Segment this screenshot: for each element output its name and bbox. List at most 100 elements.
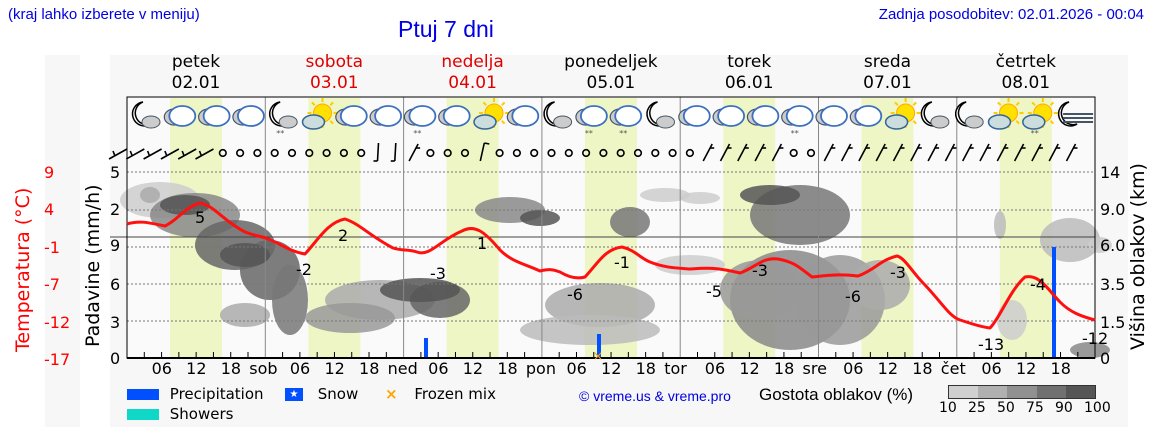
last-update: Zadnja posodobitev: 02.01.2026 - 00:04 (878, 6, 1144, 23)
sun-cloud-icon (884, 98, 921, 130)
cloud-height-tick: 1.5 (1100, 313, 1126, 332)
x-tick: 12 (186, 359, 207, 378)
copyright-link[interactable]: © vreme.us & vreme.pro (579, 388, 731, 404)
svg-text:**: ** (276, 129, 284, 138)
svg-text:-12: -12 (1082, 329, 1108, 348)
svg-text:**: ** (619, 129, 627, 138)
svg-text:-2: -2 (296, 260, 312, 279)
cloud-density-layer (120, 182, 1112, 358)
x-tick: 12 (1015, 359, 1037, 378)
x-tick: sob (249, 359, 278, 378)
temp-axis-title: Temperatura (°C) (12, 187, 34, 352)
x-tick: 12 (739, 359, 760, 378)
x-tick: 06 (981, 359, 1002, 378)
cloud-snow-icon: ** (575, 105, 608, 138)
x-tick: 06 (428, 359, 449, 378)
x-tick: 12 (877, 359, 898, 378)
cloud-density-tick: 100 (1084, 400, 1111, 416)
moon-cloud-icon (954, 101, 984, 129)
cloud-height-axis-title: Višina oblakov (km) (1127, 163, 1149, 350)
svg-text:-6: -6 (567, 285, 583, 304)
temp-tick: -7 (44, 275, 60, 294)
svg-text:5: 5 (195, 208, 205, 227)
day-date: 03.01 (309, 73, 359, 93)
day-name: sobota (305, 52, 364, 72)
x-tick: 06 (151, 359, 172, 378)
x-tick: ned (387, 359, 418, 378)
svg-text:**: ** (791, 129, 799, 138)
day-date: 08.01 (1001, 73, 1051, 93)
cloud-icon (232, 105, 265, 127)
cloud-density-tick: 25 (968, 400, 986, 416)
legend-frozen-mix: × Frozen mix (385, 385, 496, 403)
cloud-density-tick: 50 (997, 400, 1015, 416)
cloud-height-tick: 0 (1100, 349, 1111, 368)
cloud-icon (438, 105, 471, 127)
sun-cloud-icon (301, 98, 338, 130)
svg-text:2: 2 (338, 226, 348, 245)
moon-cloud-icon (543, 101, 573, 129)
day-date: 02.01 (171, 73, 221, 93)
svg-text:-3: -3 (890, 263, 906, 282)
temp-tick: -12 (44, 313, 71, 332)
x-tick: 12 (324, 359, 345, 378)
cloud-icon (815, 105, 848, 127)
cloud-icon (335, 105, 368, 127)
day-name: torek (727, 52, 772, 72)
svg-text:-5: -5 (706, 282, 722, 301)
page-title: Ptuj 7 dni (398, 16, 494, 42)
day-header: nedelja 04.01 (404, 52, 542, 94)
cloud-density-title: Gostota oblakov (%) (759, 385, 914, 404)
temp-tick: 9 (44, 163, 55, 182)
x-tick: čet (940, 359, 966, 378)
cloud-height-tick: 9.0 (1100, 200, 1126, 219)
moon-fog-icon (1057, 101, 1094, 127)
cloud-icon (198, 105, 231, 127)
precip-tick: 0 (110, 349, 121, 368)
cloud-density-tick: 10 (939, 400, 957, 416)
legend: Precipitation ★ Snow × Frozen mix Shower… (127, 385, 1127, 425)
cloud-height-tick: 14 (1100, 163, 1121, 182)
moon-cloud-icon (131, 101, 161, 129)
showers-swatch (127, 409, 159, 420)
x-tick: 18 (220, 359, 242, 378)
day-header: sobota 03.01 (265, 52, 403, 94)
day-date: 05.01 (586, 73, 636, 93)
cloud-density-scale (948, 385, 1096, 399)
day-header: petek 02.01 (127, 52, 265, 94)
x-tick: 06 (704, 359, 726, 378)
temp-tick: 4 (44, 200, 55, 219)
moon-cloud-snow-icon: ** (268, 101, 298, 138)
temp-tick: -1 (44, 238, 60, 257)
cloud-icon (369, 105, 403, 127)
legend-snow: ★ Snow (285, 385, 358, 403)
svg-text:-6: -6 (845, 287, 861, 306)
svg-text:-4: -4 (1030, 275, 1046, 294)
cloud-density-tick: 90 (1055, 400, 1073, 416)
svg-text:**: ** (585, 129, 593, 138)
snow-icon: ★ (285, 388, 303, 401)
x-tick: 06 (289, 359, 311, 378)
x-tick: 18 (912, 359, 933, 378)
svg-text:-13: -13 (978, 335, 1004, 354)
legend-precipitation: Precipitation (127, 385, 264, 403)
day-header: sreda 07.01 (819, 52, 957, 94)
cloud-icon (163, 105, 197, 127)
precip-tick: 9 (110, 236, 121, 255)
temp-tick: -17 (44, 350, 71, 369)
legend-snow-label: Snow (317, 385, 359, 403)
svg-text:-3: -3 (752, 261, 768, 280)
precipitation-swatch (127, 389, 159, 400)
x-tick: sre (802, 359, 827, 378)
location-menu-hint[interactable]: (kraj lahko izberete v meniju) (8, 6, 200, 23)
x-tick: 18 (1050, 359, 1071, 378)
svg-text:-1: -1 (614, 253, 630, 272)
legend-showers-label: Showers (169, 405, 234, 423)
day-header: ponedeljek 05.01 (542, 52, 680, 94)
cloud-density-tick: 75 (1026, 400, 1044, 416)
precip-tick: 5 (110, 163, 121, 182)
sun-cloud-icon (473, 98, 509, 130)
moon-cloud-icon (646, 101, 675, 129)
day-date: 07.01 (863, 73, 912, 93)
